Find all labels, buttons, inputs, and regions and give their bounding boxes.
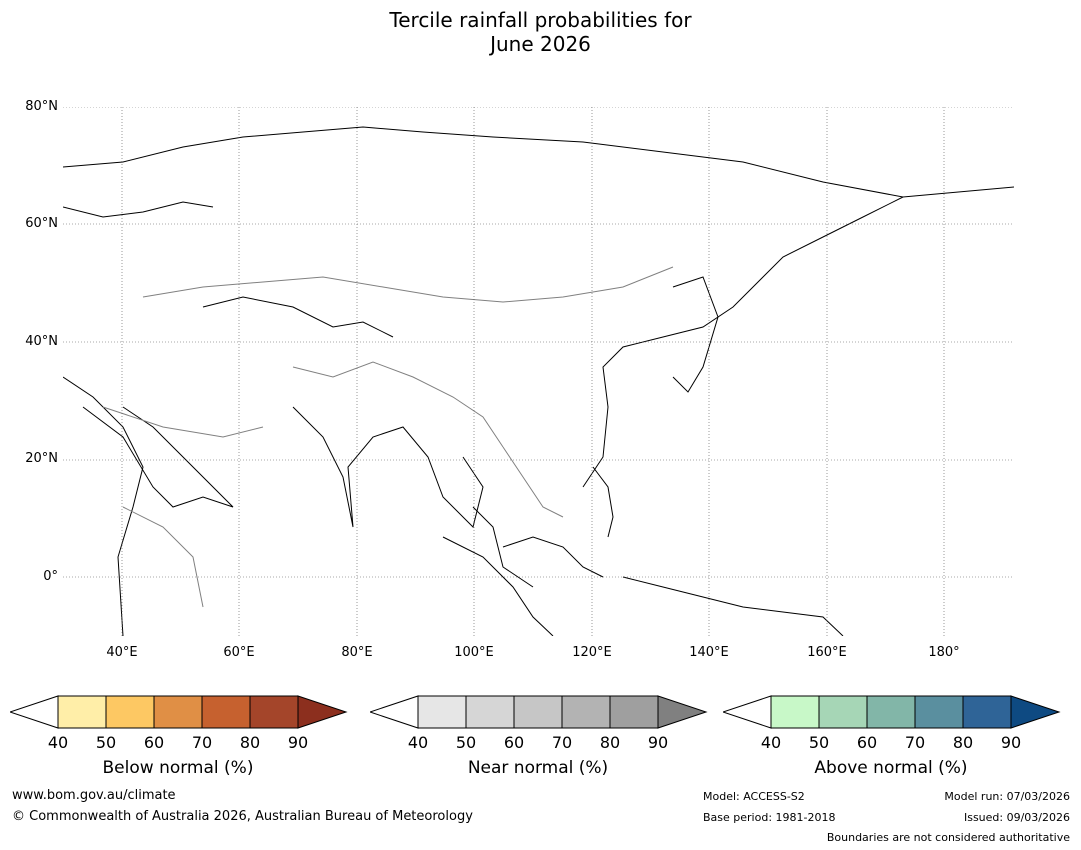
- colorbar-below-segments: [57, 695, 299, 729]
- colorbar-above-segment: [770, 695, 820, 729]
- colorbar-near-segment: [465, 695, 515, 729]
- above-tick: 60: [856, 733, 878, 752]
- colorbar-below-segment: [153, 695, 203, 729]
- lon-label-180: 180°: [928, 645, 960, 660]
- lat-label-60n: 60°N: [25, 216, 58, 231]
- colorbar-above-segments: [770, 695, 1012, 729]
- lat-label-0: 0°: [43, 569, 58, 584]
- below-tick: 40: [47, 733, 69, 752]
- map-title: Tercile rainfall probabilities for June …: [0, 8, 1081, 56]
- colorbar-near-min-arrow: [370, 695, 419, 729]
- colorbar-above: [723, 695, 1061, 729]
- colorbar-above-segment: [818, 695, 868, 729]
- colorbar-above-segment: [914, 695, 964, 729]
- above-tick: 80: [952, 733, 974, 752]
- below-tick: 60: [143, 733, 165, 752]
- colorbar-below-segment: [105, 695, 155, 729]
- colorbar-above-min-arrow: [723, 695, 772, 729]
- lon-label-60e: 60°E: [223, 645, 255, 660]
- colorbar-near-max-arrow: [657, 695, 708, 729]
- map-title-line1: Tercile rainfall probabilities for: [389, 8, 692, 32]
- below-tick: 50: [95, 733, 117, 752]
- colorbar-above-label: Above normal (%): [814, 758, 968, 778]
- colorbar-below-segment: [57, 695, 107, 729]
- lon-label-120e: 120°E: [572, 645, 612, 660]
- colorbar-below-segment: [201, 695, 251, 729]
- lon-label-140e: 140°E: [689, 645, 729, 660]
- above-tick: 70: [904, 733, 926, 752]
- below-tick: 70: [191, 733, 213, 752]
- footer-base-period: Base period: 1981-2018: [703, 811, 836, 824]
- map-title-line2: June 2026: [490, 32, 591, 56]
- colorbar-above-segment: [962, 695, 1012, 729]
- colorbar-near-segment: [609, 695, 659, 729]
- footer-website: www.bom.gov.au/climate: [12, 788, 176, 803]
- colorbar-below-label: Below normal (%): [102, 758, 254, 778]
- near-tick: 90: [647, 733, 669, 752]
- lon-label-80e: 80°E: [341, 645, 373, 660]
- map-graphic: [63, 107, 1014, 636]
- footer-model: Model: ACCESS-S2: [703, 790, 805, 803]
- lat-label-80n: 80°N: [25, 99, 58, 114]
- colorbar-near-segment: [513, 695, 563, 729]
- above-tick: 90: [1000, 733, 1022, 752]
- below-tick: 80: [239, 733, 261, 752]
- colorbar-below: [10, 695, 348, 729]
- near-tick: 40: [407, 733, 429, 752]
- colorbar-below-min-arrow: [10, 695, 59, 729]
- colorbar-above-segment: [866, 695, 916, 729]
- colorbar-near-segments: [417, 695, 659, 729]
- lat-label-20n: 20°N: [25, 451, 58, 466]
- coastlines: [63, 126, 1014, 636]
- colorbar-above-max-arrow: [1010, 695, 1061, 729]
- colorbar-near-label: Near normal (%): [467, 758, 609, 778]
- lon-label-160e: 160°E: [807, 645, 847, 660]
- above-tick: 50: [808, 733, 830, 752]
- colorbar-near: [370, 695, 708, 729]
- colorbar-below-max-arrow: [297, 695, 348, 729]
- probability-map: [63, 107, 1014, 636]
- colorbar-near-segment: [417, 695, 467, 729]
- above-tick: 40: [760, 733, 782, 752]
- footer-boundaries: Boundaries are not considered authoritat…: [826, 831, 1070, 844]
- near-tick: 60: [503, 733, 525, 752]
- lat-label-40n: 40°N: [25, 334, 58, 349]
- country-borders: [102, 266, 674, 608]
- below-tick: 90: [287, 733, 309, 752]
- near-tick: 80: [599, 733, 621, 752]
- footer-copyright: © Commonwealth of Australia 2026, Austra…: [12, 809, 473, 824]
- near-tick: 50: [455, 733, 477, 752]
- lon-label-40e: 40°E: [106, 645, 138, 660]
- colorbar-below-segment: [249, 695, 299, 729]
- footer-model-run: Model run: 07/03/2026: [944, 790, 1070, 803]
- near-tick: 70: [551, 733, 573, 752]
- lon-label-100e: 100°E: [454, 645, 494, 660]
- footer-issued: Issued: 09/03/2026: [963, 811, 1070, 824]
- colorbar-near-segment: [561, 695, 611, 729]
- graticule: [63, 107, 1014, 636]
